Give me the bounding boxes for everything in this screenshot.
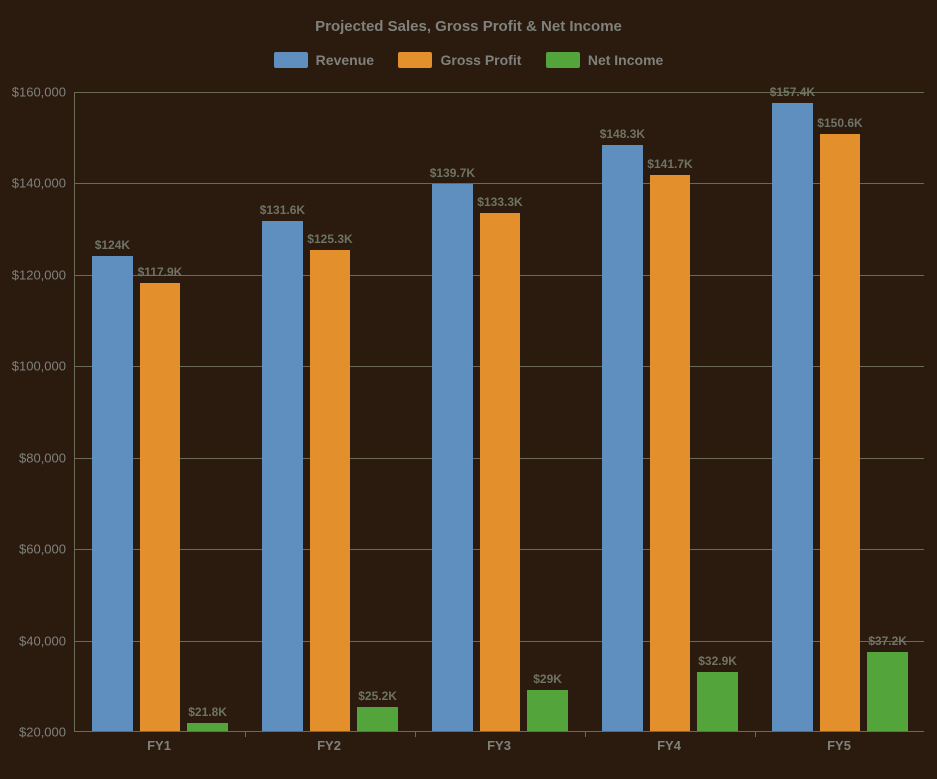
legend-swatch-net-income	[546, 52, 580, 68]
chart-title: Projected Sales, Gross Profit & Net Inco…	[0, 18, 937, 35]
bar-value-label: $29K	[533, 672, 562, 686]
bar-value-label: $124K	[95, 238, 130, 252]
bar-value-label: $25.2K	[358, 689, 397, 703]
bar: $32.9K	[697, 672, 738, 731]
y-axis-labels: $20,000$40,000$60,000$80,000$100,000$120…	[0, 92, 74, 732]
x-tick-label: FY4	[657, 738, 681, 753]
legend-item-gross-profit: Gross Profit	[398, 52, 521, 68]
category-group: $157.4K$150.6K$37.2K	[755, 92, 925, 731]
bar-value-label: $37.2K	[868, 634, 907, 648]
category-group: $139.7K$133.3K$29K	[415, 92, 585, 731]
bar-value-label: $148.3K	[600, 127, 645, 141]
legend-swatch-revenue	[274, 52, 308, 68]
y-tick-label: $60,000	[19, 542, 66, 557]
bar: $124K	[92, 256, 133, 731]
legend-label-gross-profit: Gross Profit	[440, 52, 521, 68]
plot-area: $124K$117.9K$21.8K$131.6K$125.3K$25.2K$1…	[74, 92, 924, 732]
legend-label-net-income: Net Income	[588, 52, 663, 68]
bar-value-label: $139.7K	[430, 166, 475, 180]
bar: $25.2K	[357, 707, 398, 731]
bar-value-label: $157.4K	[770, 85, 815, 99]
legend: Revenue Gross Profit Net Income	[0, 52, 937, 73]
bar-value-label: $131.6K	[260, 203, 305, 217]
x-tick-label: FY3	[487, 738, 511, 753]
bar: $29K	[527, 690, 568, 731]
category-group: $131.6K$125.3K$25.2K	[245, 92, 415, 731]
legend-swatch-gross-profit	[398, 52, 432, 68]
legend-label-revenue: Revenue	[316, 52, 374, 68]
bar-value-label: $133.3K	[477, 195, 522, 209]
x-axis-labels: FY1 FY2 FY3 FY4 FY5	[74, 732, 924, 772]
bar: $117.9K	[140, 283, 181, 731]
bar: $131.6K	[262, 221, 303, 731]
y-tick-label: $80,000	[19, 450, 66, 465]
legend-item-net-income: Net Income	[546, 52, 663, 68]
y-tick-label: $20,000	[19, 725, 66, 740]
bar-value-label: $150.6K	[817, 116, 862, 130]
x-tick-label: FY1	[147, 738, 171, 753]
bar-value-label: $117.9K	[138, 265, 183, 279]
bar: $133.3K	[480, 213, 521, 731]
bar-value-label: $32.9K	[698, 654, 737, 668]
bar: $148.3K	[602, 145, 643, 732]
category-group: $148.3K$141.7K$32.9K	[585, 92, 755, 731]
y-tick-label: $40,000	[19, 633, 66, 648]
bar: $125.3K	[310, 250, 351, 731]
bar-value-label: $141.7K	[647, 157, 692, 171]
y-tick-label: $100,000	[12, 359, 66, 374]
y-tick-label: $140,000	[12, 176, 66, 191]
x-tick-label: FY2	[317, 738, 341, 753]
bar: $139.7K	[432, 184, 473, 731]
y-tick-label: $160,000	[12, 85, 66, 100]
bar-value-label: $21.8K	[188, 705, 227, 719]
bar-value-label: $125.3K	[307, 232, 352, 246]
x-tick-label: FY5	[827, 738, 851, 753]
bar: $141.7K	[650, 175, 691, 731]
y-tick-label: $120,000	[12, 267, 66, 282]
chart-container: Projected Sales, Gross Profit & Net Inco…	[0, 0, 937, 779]
bar: $37.2K	[867, 652, 908, 731]
bar: $21.8K	[187, 723, 228, 731]
legend-item-revenue: Revenue	[274, 52, 374, 68]
bar: $150.6K	[820, 134, 861, 731]
bar: $157.4K	[772, 103, 813, 731]
category-group: $124K$117.9K$21.8K	[75, 92, 245, 731]
